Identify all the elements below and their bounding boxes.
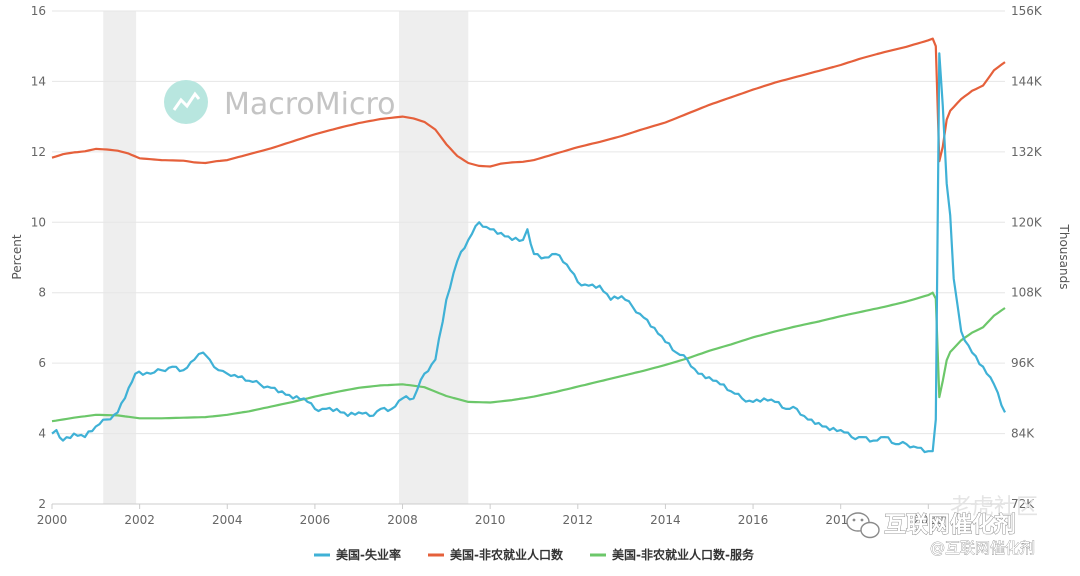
macromicro-watermark: MacroMicro bbox=[164, 80, 396, 124]
x-tick-label: 2014 bbox=[650, 513, 681, 527]
legend-label-payrolls: 美国-非农就业人口数 bbox=[450, 547, 564, 562]
y-right-tick-label: 84K bbox=[1011, 427, 1035, 441]
legend-label-unemployment: 美国-失业率 bbox=[336, 547, 401, 562]
legend-item-payrolls[interactable]: 美国-非农就业人口数 bbox=[428, 547, 564, 562]
wechat-icon bbox=[846, 512, 880, 539]
series-line-unemployment bbox=[51, 52, 1006, 454]
y-right-tick-label: 156K bbox=[1011, 4, 1043, 18]
series-lines bbox=[51, 37, 1006, 454]
y-right-tick-label: 144K bbox=[1011, 74, 1043, 88]
x-tick-label: 2012 bbox=[563, 513, 594, 527]
stamp-line1: 互联网催化剂 bbox=[884, 512, 1016, 538]
recession-band-1 bbox=[103, 11, 137, 504]
stamp-line2: @互联网催化剂 bbox=[930, 539, 1035, 557]
y-left-tick-label: 14 bbox=[31, 74, 46, 88]
x-tick-label: 2000 bbox=[37, 513, 68, 527]
y-left-tick-label: 10 bbox=[31, 215, 46, 229]
y-left-tick-label: 4 bbox=[38, 427, 46, 441]
macromicro-logo-glyph bbox=[172, 91, 201, 111]
y-right-tick-label: 120K bbox=[1011, 215, 1043, 229]
series-line-payrolls bbox=[51, 37, 1006, 168]
macromicro-logo-icon bbox=[164, 80, 208, 124]
y-left-tick-label: 6 bbox=[38, 356, 46, 370]
legend-item-unemployment[interactable]: 美国-失业率 bbox=[314, 547, 401, 562]
watermark-brand: MacroMicro bbox=[224, 87, 396, 122]
y-left-tick-label: 16 bbox=[31, 4, 46, 18]
stamp-faint-text: 老虎社区 bbox=[950, 495, 1038, 520]
y-right-tick-label: 72K bbox=[1011, 497, 1035, 511]
x-tick-label: 2020 bbox=[913, 513, 944, 527]
legend-label-services: 美国-非农就业人口数-服务 bbox=[612, 547, 755, 562]
x-tick-label: 2002 bbox=[124, 513, 155, 527]
x-tick-label: 2006 bbox=[300, 513, 331, 527]
y-left-tick-label: 8 bbox=[38, 286, 46, 300]
x-tick-label: 2016 bbox=[738, 513, 769, 527]
x-tick-label: 2010 bbox=[475, 513, 506, 527]
axes: Percent Thousands 2 4 6 8 10 12 14 16 72K 84K 96K 1… bbox=[10, 4, 1071, 527]
x-tick-label: 2004 bbox=[212, 513, 243, 527]
recession-bands bbox=[103, 11, 469, 504]
legend: 美国-失业率 美国-非农就业人口数 美国-非农就业人口数-服务 bbox=[314, 547, 755, 562]
wechat-stamp: 老虎社区 互联网催化剂 @互联网催化剂 bbox=[846, 495, 1038, 557]
y-left-axis-title: Percent bbox=[10, 234, 24, 279]
y-right-tick-label: 108K bbox=[1011, 286, 1043, 300]
legend-item-services[interactable]: 美国-非农就业人口数-服务 bbox=[590, 547, 755, 562]
y-right-axis-title: Thousands bbox=[1057, 224, 1071, 290]
y-left-tick-label: 2 bbox=[38, 497, 46, 511]
series-line-services bbox=[51, 291, 1006, 423]
x-tick-label: 2008 bbox=[387, 513, 418, 527]
y-right-tick-label: 132K bbox=[1011, 145, 1043, 159]
y-right-tick-label: 96K bbox=[1011, 356, 1035, 370]
recession-band-2 bbox=[399, 11, 469, 504]
y-left-tick-label: 12 bbox=[31, 145, 46, 159]
